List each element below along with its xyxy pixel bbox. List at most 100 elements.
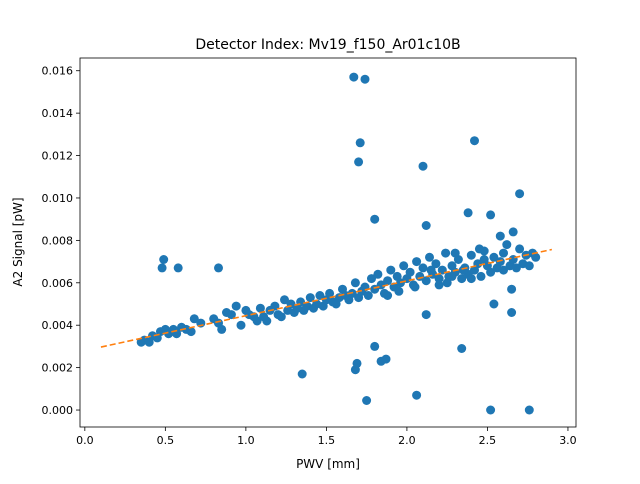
data-point [159, 255, 169, 264]
data-point [515, 244, 525, 254]
data-point [499, 265, 508, 275]
x-tick-label: 2.5 [479, 434, 497, 447]
y-axis-label: A2 Signal [pW] [11, 197, 25, 286]
data-point [447, 271, 457, 281]
data-point [236, 320, 246, 330]
data-point [508, 255, 518, 264]
y-tick-label: 0.012 [42, 150, 74, 163]
data-point [305, 293, 315, 303]
data-point [405, 267, 415, 277]
data-point [524, 405, 534, 415]
data-point [252, 316, 262, 326]
data-point [418, 161, 428, 171]
data-point [421, 276, 431, 286]
data-point [474, 244, 484, 254]
data-point [255, 303, 265, 313]
data-point [412, 390, 422, 400]
data-point [262, 316, 272, 326]
data-point [370, 341, 380, 351]
chart-title: Detector Index: Mv19_f150_Ar01c10B [195, 37, 460, 53]
data-point [399, 261, 409, 271]
data-point [360, 74, 370, 84]
fit-line [100, 248, 553, 348]
data-point [495, 231, 505, 241]
y-tick-label: 0.014 [42, 107, 74, 120]
data-point [476, 271, 486, 281]
data-point [214, 263, 223, 273]
data-point [362, 396, 372, 405]
data-point [276, 312, 286, 322]
data-point [507, 284, 517, 294]
x-tick-label: 0.0 [76, 434, 94, 447]
data-point [363, 291, 373, 300]
x-axis-label: PWV [mm] [296, 457, 360, 471]
data-point [425, 252, 434, 262]
data-point [507, 308, 517, 317]
data-point [217, 324, 227, 334]
plot-frame [79, 57, 577, 428]
data-point [355, 138, 365, 148]
y-tick-label: 0.006 [42, 277, 74, 290]
y-tick-label: 0.008 [42, 234, 74, 247]
data-point [457, 344, 467, 353]
data-point [511, 263, 521, 273]
data-point [418, 263, 428, 273]
data-point [489, 299, 499, 309]
data-point [457, 274, 467, 284]
data-point [502, 240, 512, 250]
data-point [450, 248, 460, 258]
x-tick-label: 0.5 [157, 434, 175, 447]
data-point [325, 288, 335, 298]
data-point [297, 369, 307, 379]
data-point [434, 274, 444, 284]
axis-ticks: 0.0 0.5 1.0 1.5 2.0 2.5 3.0 0.000 0.002 0.004 0.00… [42, 65, 577, 447]
data-point [524, 261, 534, 271]
x-tick-label: 1.0 [237, 434, 255, 447]
data-point [515, 189, 525, 199]
data-point [412, 257, 422, 267]
data-point [352, 358, 362, 368]
y-tick-label: 0.016 [42, 65, 74, 78]
data-point [463, 208, 473, 218]
data-point [479, 255, 489, 264]
data-point [508, 227, 518, 237]
data-point [426, 265, 436, 275]
data-point [421, 310, 431, 320]
fit-line-group [100, 248, 553, 348]
data-point [441, 248, 451, 258]
data-point [415, 271, 425, 281]
data-point [383, 291, 393, 300]
x-tick-label: 3.0 [559, 434, 577, 447]
y-tick-label: 0.010 [42, 192, 74, 205]
data-point [226, 310, 236, 320]
data-point [489, 252, 499, 262]
data-point [373, 269, 383, 279]
y-tick-label: 0.000 [42, 404, 74, 417]
data-point [531, 252, 541, 262]
data-point [466, 274, 476, 284]
data-point [486, 267, 496, 277]
data-point [410, 282, 420, 292]
data-point [349, 72, 359, 82]
data-point [495, 257, 505, 267]
data-point [431, 259, 441, 269]
data-point [442, 278, 452, 288]
data-point [383, 276, 393, 286]
data-point [189, 314, 199, 324]
y-tick-label: 0.004 [42, 319, 74, 332]
data-point [434, 280, 444, 290]
data-point [350, 278, 360, 288]
data-point [157, 263, 167, 273]
data-point [280, 295, 289, 305]
data-point [421, 221, 431, 230]
data-point [354, 157, 364, 167]
data-point [315, 291, 325, 300]
data-point [458, 265, 468, 275]
x-tick-label: 2.0 [398, 434, 416, 447]
data-point [231, 301, 241, 311]
data-point [370, 214, 380, 224]
data-point [173, 263, 183, 273]
data-point [394, 286, 404, 296]
